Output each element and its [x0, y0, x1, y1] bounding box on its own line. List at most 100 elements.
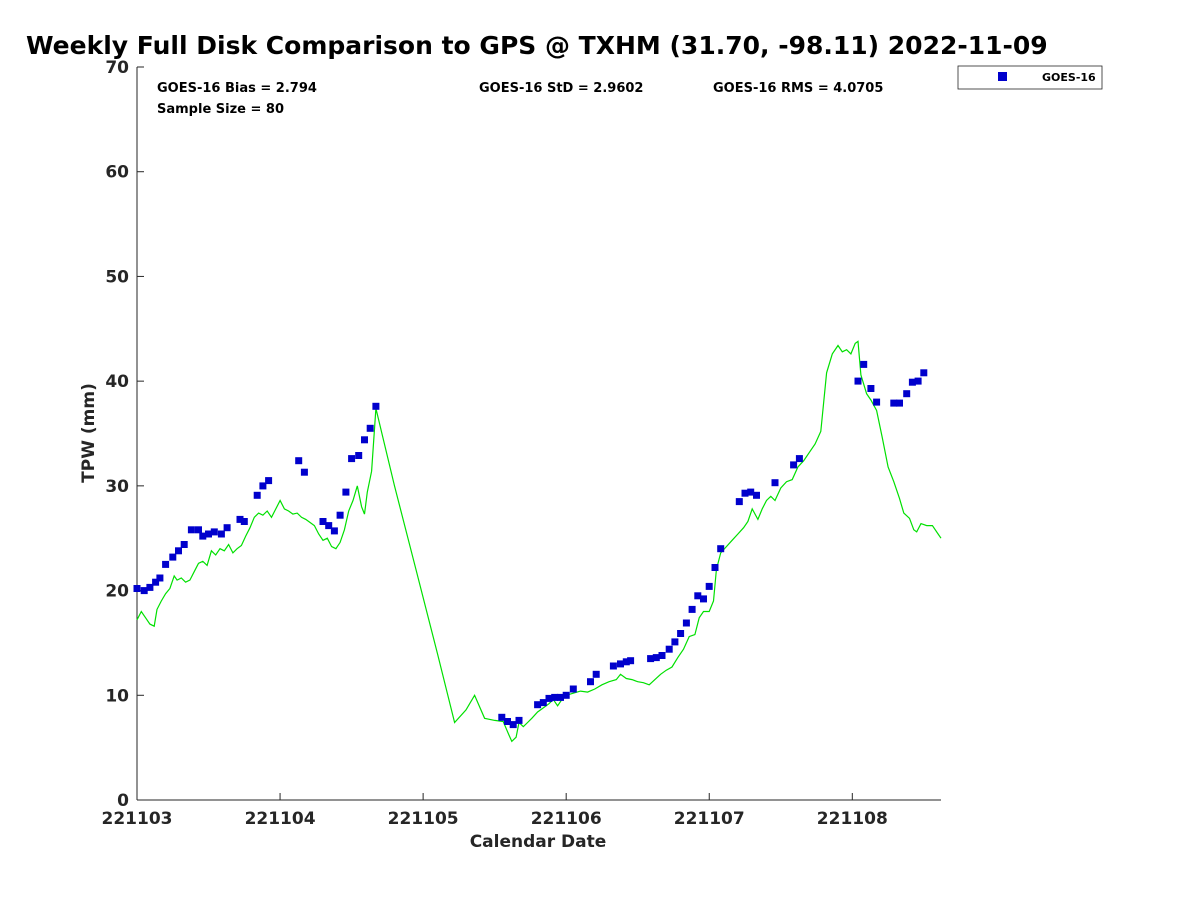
goes16-point: [854, 377, 862, 385]
y-tick-label: 40: [105, 372, 129, 392]
goes16-point: [747, 488, 755, 496]
goes16-point: [240, 518, 248, 525]
goes16-point: [908, 378, 916, 386]
y-axis-label: TPW (mm): [79, 383, 99, 483]
y-tick-label: 0: [117, 791, 129, 811]
goes16-point: [914, 377, 922, 385]
goes16-point: [665, 645, 673, 653]
goes16-point: [688, 605, 696, 613]
goes16-point: [622, 658, 630, 666]
goes16-point: [890, 399, 898, 407]
x-tick-label: 221103: [102, 809, 173, 829]
y-tick-label: 70: [105, 58, 129, 78]
goes16-point: [711, 564, 719, 571]
goes16-point: [717, 545, 725, 553]
goes16-point: [860, 360, 868, 368]
goes16-point: [162, 560, 170, 568]
goes16-point: [539, 699, 547, 707]
y-tick-label: 60: [105, 163, 129, 183]
goes16-point: [133, 585, 141, 592]
goes16-point: [920, 369, 928, 377]
goes16-point: [867, 385, 875, 392]
goes16-point: [509, 721, 517, 729]
goes16-point: [140, 587, 148, 595]
goes16-point: [741, 489, 749, 497]
goes16-point: [180, 541, 188, 548]
goes16-point: [652, 654, 660, 662]
goes16-point: [342, 488, 350, 496]
goes16-point: [223, 524, 231, 532]
goes16-point: [325, 522, 333, 530]
goes16-point: [617, 660, 624, 668]
goes16-point: [515, 716, 523, 724]
goes16-point: [694, 592, 702, 600]
legend-label-goes16: GOES-16: [1042, 71, 1096, 84]
goes16-point: [569, 685, 577, 693]
x-tick-label: 221107: [674, 809, 745, 829]
goes16-point: [545, 694, 553, 702]
goes16-point: [647, 655, 655, 663]
goes16-point: [534, 701, 542, 709]
goes16-point: [205, 530, 212, 538]
goes16-point: [627, 657, 635, 665]
goes16-point: [557, 693, 564, 701]
goes16-point: [592, 670, 600, 678]
x-ticks: 221103 221104 221105 221106 221107 221108: [102, 793, 888, 829]
legend: GOES-16: [957, 65, 1103, 90]
legend-box: [957, 65, 1103, 90]
goes16-point: [156, 574, 164, 582]
goes16-point: [372, 402, 380, 410]
rms-annotation: GOES-16 RMS = 4.0705: [713, 81, 883, 96]
goes16-point: [355, 452, 363, 459]
goes16-point: [210, 528, 218, 536]
goes16-point: [236, 515, 244, 523]
goes16-point: [771, 479, 779, 487]
goes16-point: [146, 583, 154, 591]
goes16-point: [259, 482, 267, 490]
goes16-point: [790, 461, 798, 469]
legend-marker-goes16: [998, 72, 1007, 81]
goes16-point: [587, 678, 594, 686]
y-ticks: 0 10 20 30 40 50 60 70: [105, 58, 144, 811]
goes16-point: [609, 662, 617, 670]
goes16-point: [175, 547, 182, 555]
goes16-point: [152, 578, 160, 586]
goes16-point: [671, 638, 679, 646]
x-tick-label: 221106: [531, 809, 602, 829]
x-tick-label: 221108: [817, 809, 888, 829]
goes16-point: [562, 691, 570, 699]
goes16-point: [361, 436, 368, 444]
goes16-point: [319, 518, 327, 525]
chart-title: Weekly Full Disk Comparison to GPS @ TXH…: [26, 31, 1048, 60]
goes16-point: [658, 652, 666, 659]
goes16-point: [682, 619, 690, 627]
goes16-point: [753, 491, 760, 499]
goes16-point: [348, 455, 356, 463]
sample-size-annotation: Sample Size = 80: [157, 102, 284, 117]
goes16-point: [300, 468, 308, 476]
x-axis-label: Calendar Date: [470, 832, 607, 852]
goes16-point: [700, 595, 707, 603]
goes16-point: [265, 477, 273, 485]
goes16-point: [336, 511, 344, 519]
y-tick-label: 30: [105, 477, 129, 497]
x-tick-label: 221105: [388, 809, 459, 829]
y-tick-label: 10: [105, 686, 129, 706]
goes16-point: [195, 526, 202, 534]
goes16-point: [169, 553, 177, 561]
goes16-point: [498, 713, 506, 721]
goes16-point: [187, 526, 195, 534]
y-tick-label: 50: [105, 267, 129, 287]
goes-series-points: [133, 360, 928, 729]
goes16-point: [795, 455, 803, 463]
goes16-point: [366, 424, 374, 432]
goes16-point: [330, 527, 338, 535]
goes16-point: [295, 457, 303, 465]
plot-area: 0 10 20 30 40 50 60 70 221103 221104 221105 221106…: [102, 58, 942, 829]
std-annotation: GOES-16 StD = 2.9602: [479, 81, 643, 96]
goes16-point: [873, 398, 881, 406]
y-tick-label: 20: [105, 582, 129, 602]
goes16-point: [253, 491, 261, 499]
x-tick-label: 221104: [245, 809, 316, 829]
